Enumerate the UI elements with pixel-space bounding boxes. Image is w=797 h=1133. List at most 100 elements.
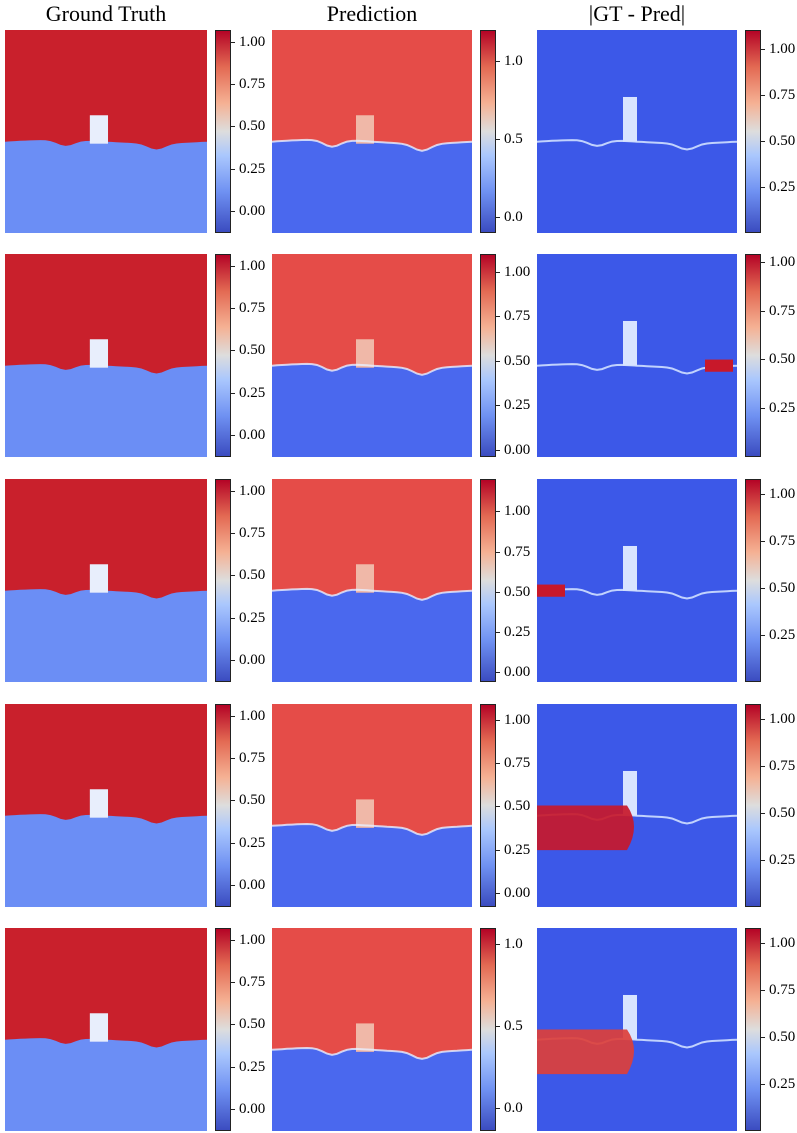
colorbar-tick-label: 0.00 <box>239 427 266 443</box>
error-obstacle <box>623 770 637 816</box>
colorbar-tick-label: 0.00 <box>504 441 531 458</box>
heatmap-ground-truth-row-4 <box>5 704 207 907</box>
colorbar-tick-label: 0.50 <box>769 805 796 821</box>
error-obstacle <box>623 994 637 1040</box>
colorbar-tick-label: 0.25 <box>239 384 266 401</box>
col-title-error: |GT - Pred| <box>588 1 686 26</box>
interface-line <box>271 822 473 836</box>
error-region <box>537 805 634 851</box>
light-fluid-region <box>5 589 207 682</box>
light-fluid-region <box>272 363 472 457</box>
colorbar-tick-label: 0.75 <box>504 308 531 325</box>
heatmap-prediction-row-2 <box>271 254 473 457</box>
heatmap-ground-truth-row-5 <box>5 928 207 1131</box>
colorbar-gradient <box>480 479 496 682</box>
error-region <box>705 359 733 372</box>
colorbar-tick-label: 0.25 <box>769 627 796 643</box>
colorbar-tick-label: 0.50 <box>504 352 531 369</box>
colorbar-gradient <box>215 254 231 457</box>
col-title-ground-truth: Ground Truth <box>45 1 167 26</box>
colorbar-tick-label: 0.50 <box>769 580 796 596</box>
colorbar-tick-label: 0.00 <box>239 877 266 893</box>
colorbar-tick-label: 0.50 <box>769 132 796 149</box>
error-interface <box>536 588 738 600</box>
error-interface <box>536 139 738 151</box>
light-fluid-region <box>272 1048 472 1131</box>
colorbar-gradient <box>480 254 496 457</box>
colorbar-tick-label: 0.75 <box>504 755 531 771</box>
obstacle <box>356 339 374 368</box>
obstacle <box>356 115 374 144</box>
colorbar-gradient <box>745 928 761 1131</box>
colorbar-tick-label: 0.50 <box>239 1016 266 1033</box>
colorbar-tick-label: 0.75 <box>769 982 796 998</box>
heatmap-ground-truth-row-1 <box>5 30 207 233</box>
colorbar-tick-label: 0.25 <box>769 178 796 195</box>
colorbar-tick-label: 0.00 <box>504 664 531 681</box>
error-region <box>537 584 565 597</box>
colorbar-tick-label: 0.25 <box>239 609 266 626</box>
light-fluid-region <box>5 140 207 233</box>
colorbar-tick-label: 1.00 <box>239 931 266 948</box>
colorbar-tick-label: 0.25 <box>504 841 531 858</box>
interface-line <box>271 362 473 376</box>
obstacle <box>356 564 374 593</box>
colorbar-tick-label: 0.25 <box>769 1076 796 1092</box>
colorbar-gradient <box>215 30 231 233</box>
colorbar-tick-label: 1.00 <box>239 707 266 724</box>
colorbar-tick-label: 0.50 <box>504 798 531 815</box>
heatmap-prediction-row-1 <box>271 30 473 233</box>
colorbar-tick-label: 1.00 <box>769 935 796 951</box>
colorbar-gradient <box>215 704 231 907</box>
colorbar-tick-label: 1.00 <box>239 482 266 499</box>
colorbar-tick-label: 0.25 <box>239 1058 266 1075</box>
colorbar-gradient <box>480 928 496 1131</box>
colorbar-tick-label: 0.75 <box>239 525 266 542</box>
heatmap-prediction-row-4 <box>271 704 473 907</box>
colorbar-tick-label: 0.75 <box>239 750 266 767</box>
col-title-prediction: Prediction <box>326 1 418 26</box>
interface-line <box>271 587 473 601</box>
light-fluid-region <box>5 814 207 907</box>
colorbar-gradient <box>215 928 231 1131</box>
error-obstacle <box>623 96 637 142</box>
heatmap-error-row-5 <box>536 928 738 1131</box>
heatmap-prediction-row-3 <box>271 479 473 682</box>
light-fluid-region <box>5 364 207 457</box>
light-fluid-region <box>272 588 472 682</box>
colorbar-gradient <box>480 704 496 907</box>
colorbar-tick-label: 0.5 <box>504 131 523 148</box>
heatmap-error-row-2 <box>536 254 738 457</box>
colorbar-tick-label: 1.00 <box>239 33 266 50</box>
colorbar-tick-label: 1.0 <box>504 936 523 953</box>
colorbar-gradient <box>480 30 496 233</box>
colorbar-tick-label: 0.75 <box>769 86 796 103</box>
error-interface <box>536 363 738 375</box>
heatmap-prediction-row-5 <box>271 928 473 1131</box>
colorbar-tick-label: 0.75 <box>239 300 266 317</box>
light-fluid-region <box>272 139 472 233</box>
colorbar-tick-label: 1.00 <box>239 257 266 274</box>
error-obstacle <box>623 320 637 366</box>
colorbar-tick-label: 0.75 <box>504 543 531 560</box>
colorbar-tick-label: 0.00 <box>504 885 531 902</box>
colorbar-tick-label: 0.5 <box>504 1018 523 1035</box>
colorbar-tick-label: 0.50 <box>239 118 266 135</box>
heatmap-error-row-3 <box>536 479 738 682</box>
colorbar-tick-label: 1.0 <box>504 53 523 70</box>
colorbar-tick-label: 0.50 <box>239 342 266 359</box>
colorbar-tick-label: 0.00 <box>239 652 266 668</box>
colorbar-tick-label: 0.25 <box>504 397 531 414</box>
colorbar-gradient <box>745 254 761 457</box>
colorbar-tick-label: 0.50 <box>239 792 266 809</box>
colorbar-tick-label: 1.00 <box>504 711 531 728</box>
colorbar-tick-label: 0.00 <box>239 203 266 219</box>
obstacle <box>89 339 109 368</box>
obstacle <box>356 799 374 828</box>
error-region <box>537 1029 634 1075</box>
colorbar-tick-label: 0.75 <box>239 76 266 93</box>
light-fluid-region <box>272 824 472 907</box>
colorbar-tick-label: 0.25 <box>239 834 266 851</box>
colorbar-tick-label: 0.50 <box>769 1029 796 1045</box>
obstacle <box>356 1023 374 1052</box>
